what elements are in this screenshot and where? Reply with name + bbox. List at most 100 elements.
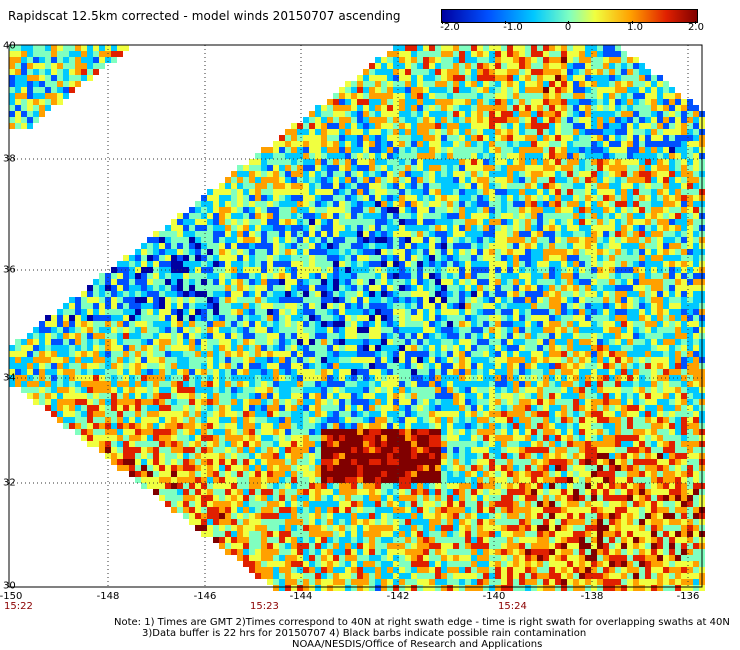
- wind-cell: [285, 225, 291, 231]
- wind-cell: [135, 273, 141, 279]
- wind-cell: [627, 141, 633, 147]
- wind-cell: [621, 219, 627, 225]
- wind-cell: [195, 303, 201, 309]
- wind-cell: [261, 249, 267, 255]
- wind-cell: [555, 63, 561, 69]
- wind-cell: [591, 249, 597, 255]
- wind-cell: [645, 177, 651, 183]
- wind-cell: [201, 315, 207, 321]
- wind-cell: [195, 249, 201, 255]
- wind-cell: [177, 303, 183, 309]
- wind-cell: [267, 345, 273, 351]
- wind-cell: [441, 153, 447, 159]
- wind-cell: [693, 201, 699, 207]
- wind-cell: [159, 345, 165, 351]
- wind-cell: [525, 129, 531, 135]
- wind-cell: [273, 261, 279, 267]
- wind-cell: [309, 213, 315, 219]
- wind-cell: [351, 315, 357, 321]
- wind-cell: [45, 369, 51, 375]
- wind-cell: [393, 297, 399, 303]
- wind-cell: [483, 63, 489, 69]
- wind-cell: [387, 219, 393, 225]
- wind-cell: [333, 93, 339, 99]
- wind-cell: [387, 279, 393, 285]
- wind-cell: [351, 303, 357, 309]
- wind-cell: [207, 243, 213, 249]
- wind-cell: [405, 69, 411, 75]
- wind-cell: [69, 81, 75, 87]
- wind-cell: [345, 285, 351, 291]
- wind-cell: [249, 189, 255, 195]
- wind-cell: [129, 345, 135, 351]
- wind-cell: [321, 189, 327, 195]
- wind-cell: [453, 213, 459, 219]
- wind-cell: [555, 141, 561, 147]
- wind-cell: [675, 237, 681, 243]
- wind-cell: [51, 339, 57, 345]
- wind-cell: [393, 147, 399, 153]
- wind-cell: [615, 87, 621, 93]
- wind-cell: [351, 111, 357, 117]
- wind-cell: [207, 327, 213, 333]
- wind-cell: [573, 159, 579, 165]
- wind-cell: [561, 153, 567, 159]
- wind-cell: [513, 303, 519, 309]
- wind-cell: [225, 183, 231, 189]
- wind-cell: [159, 321, 165, 327]
- wind-cell: [531, 231, 537, 237]
- wind-cell: [465, 195, 471, 201]
- wind-cell: [537, 267, 543, 273]
- wind-cell: [345, 171, 351, 177]
- wind-cell: [495, 51, 501, 57]
- wind-cell: [201, 273, 207, 279]
- wind-cell: [411, 69, 417, 75]
- wind-cell: [183, 243, 189, 249]
- wind-cell: [303, 159, 309, 165]
- wind-cell: [483, 333, 489, 339]
- wind-cell: [387, 69, 393, 75]
- wind-cell: [597, 267, 603, 273]
- wind-cell: [471, 129, 477, 135]
- wind-cell: [63, 51, 69, 57]
- wind-cell: [621, 333, 627, 339]
- wind-cell: [579, 261, 585, 267]
- wind-cell: [459, 87, 465, 93]
- wind-cell: [489, 309, 495, 315]
- wind-cell: [675, 261, 681, 267]
- wind-cell: [639, 279, 645, 285]
- wind-cell: [375, 117, 381, 123]
- wind-cell: [315, 345, 321, 351]
- wind-cell: [423, 309, 429, 315]
- wind-cell: [279, 201, 285, 207]
- wind-cell: [129, 363, 135, 369]
- wind-cell: [537, 369, 543, 375]
- wind-cell: [309, 303, 315, 309]
- wind-cell: [129, 369, 135, 375]
- wind-cell: [573, 93, 579, 99]
- wind-cell: [495, 171, 501, 177]
- wind-cell: [555, 189, 561, 195]
- wind-cell: [423, 315, 429, 321]
- wind-cell: [399, 201, 405, 207]
- wind-cell: [417, 201, 423, 207]
- wind-cell: [513, 225, 519, 231]
- wind-cell: [501, 201, 507, 207]
- wind-cell: [369, 201, 375, 207]
- wind-cell: [279, 357, 285, 363]
- wind-cell: [429, 147, 435, 153]
- wind-cell: [567, 105, 573, 111]
- wind-cell: [267, 351, 273, 357]
- wind-cell: [489, 87, 495, 93]
- wind-cell: [465, 243, 471, 249]
- wind-cell: [441, 117, 447, 123]
- wind-cell: [261, 153, 267, 159]
- wind-cell: [477, 213, 483, 219]
- wind-cell: [255, 231, 261, 237]
- wind-cell: [627, 177, 633, 183]
- wind-cell: [381, 315, 387, 321]
- wind-cell: [483, 351, 489, 357]
- wind-cell: [453, 177, 459, 183]
- wind-cell: [597, 309, 603, 315]
- wind-cell: [147, 345, 153, 351]
